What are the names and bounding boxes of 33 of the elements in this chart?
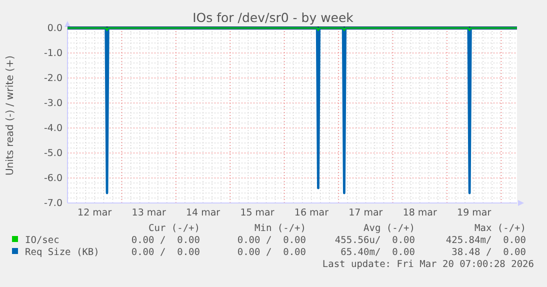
y-tick-label: -5.0 bbox=[44, 148, 62, 160]
text: Min (-/+) bbox=[254, 223, 306, 234]
y-tick-label: -1.0 bbox=[44, 48, 62, 60]
x-tick-label: 19 mar bbox=[457, 208, 492, 219]
text: Avg (-/+) bbox=[364, 223, 415, 234]
text: 0.00 / 0.00 bbox=[131, 247, 200, 258]
x-tick-label: 12 mar bbox=[78, 208, 112, 219]
text: 38.48 / 0.00 bbox=[452, 247, 526, 258]
y-tick-label: 0.0 bbox=[47, 23, 62, 34]
y-axis-title: Units read (-) / write (+) bbox=[5, 55, 16, 176]
text: 0.00 / 0.00 bbox=[237, 247, 306, 258]
y-tick-label: -7.0 bbox=[44, 198, 62, 210]
x-tick-label: 15 mar bbox=[240, 208, 274, 219]
legend-label: Req Size (KB) bbox=[25, 247, 100, 258]
text: 0.00 / 0.00 bbox=[131, 235, 200, 246]
x-tick-label: 13 mar bbox=[132, 208, 166, 219]
x-tick-label: 18 mar bbox=[402, 208, 438, 219]
x-tick-label: 14 mar bbox=[186, 208, 220, 219]
text: Cur (-/+) bbox=[148, 223, 200, 234]
text: 65.40m/ 0.00 bbox=[340, 247, 416, 258]
text: Last update: Fri Mar 20 07:00:28 2026 bbox=[322, 259, 534, 270]
text: Max (-/+) bbox=[474, 223, 526, 234]
x-tick-label: 16 mar bbox=[294, 208, 329, 219]
text: 455.56u/ 0.00 bbox=[334, 235, 416, 246]
text: 0.00 / 0.00 bbox=[237, 235, 306, 246]
y-tick-label: -2.0 bbox=[44, 73, 62, 84]
x-tick-label: 17 mar bbox=[348, 208, 383, 219]
y-tick-label: -6.0 bbox=[44, 173, 62, 184]
legend-label: IO/sec bbox=[25, 235, 60, 246]
text: 425.84m/ 0.00 bbox=[446, 235, 526, 246]
y-tick-label: -3.0 bbox=[44, 98, 62, 110]
chart-title: IOs for /dev/sr0 - by week bbox=[192, 10, 354, 25]
y-tick-label: -4.0 bbox=[44, 123, 62, 134]
